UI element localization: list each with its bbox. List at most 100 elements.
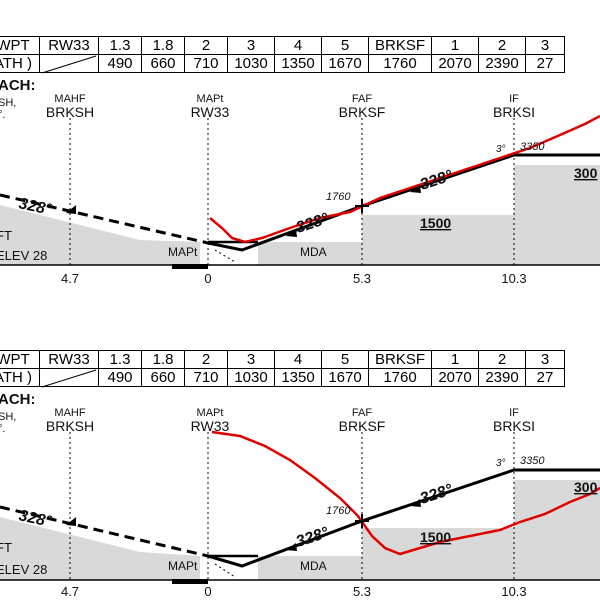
fix-role: MAHF [54, 93, 85, 105]
fix-role: FAF [352, 93, 372, 105]
arrow-icon [286, 229, 297, 237]
table-cell-blank [39, 368, 99, 388]
side-text: SH, [0, 97, 16, 109]
table-cell: 710 [184, 54, 228, 73]
fix-role: FAF [352, 407, 372, 419]
course-label: 328° [418, 481, 455, 508]
terrain-3000-block [514, 165, 600, 265]
side-text: SH, [0, 411, 16, 423]
approach-panel-top: WPT RW33 1.3 1.8 2 3 4 5 BRKSF 1 2 3 ATH… [0, 36, 600, 286]
faf-altitude: 1760 [326, 191, 351, 203]
flight-track [209, 114, 600, 244]
distance-label: 10.3 [501, 584, 526, 599]
table-cell: BRKSF [368, 350, 432, 369]
min-altitude: 300 [574, 479, 598, 495]
fix-name: BRKSF [339, 104, 386, 120]
terrain-1500-block [362, 528, 514, 580]
elevation-label: ELEV 28 [0, 248, 47, 263]
table-cell: 1670 [321, 54, 369, 73]
table-cell: 27 [525, 368, 565, 387]
fix-name: BRKSF [339, 418, 386, 434]
arrow-icon [410, 499, 421, 507]
diagonal-slash [41, 55, 97, 74]
table-cell: 2070 [431, 368, 479, 387]
table-cell: 490 [98, 368, 142, 387]
table-cell: 1.8 [141, 36, 185, 55]
unit-label: FT [0, 228, 12, 243]
arrow-icon [66, 517, 76, 526]
if-altitude: 3350 [520, 455, 545, 467]
distance-label: 0 [204, 584, 211, 599]
table-cell: 2070 [431, 54, 479, 73]
distance-label: 5.3 [353, 271, 371, 286]
min-altitude: 1500 [420, 215, 451, 231]
fix-name: RW33 [191, 104, 230, 120]
distance-label: 0 [204, 271, 211, 286]
course-label: 328° [418, 167, 455, 194]
side-text: °. [0, 109, 5, 121]
arrow-icon [66, 205, 76, 214]
fix-name: BRKSH [46, 418, 94, 434]
waypoint-table: WPT RW33 1.3 1.8 2 3 4 5 BRKSF 1 2 3 ATH… [0, 36, 565, 74]
fix-name: BRKSI [493, 418, 535, 434]
arrow-icon [410, 185, 421, 193]
table-cell: 1760 [368, 54, 432, 73]
fix-role: MAPt [197, 93, 224, 105]
fix-role: MAPt [197, 407, 224, 419]
arrow-icon [286, 543, 297, 551]
unit-label: FT [0, 540, 12, 555]
mda-label: MDA [300, 245, 327, 259]
min-altitude: 1500 [420, 529, 451, 545]
fix-name: RW33 [191, 418, 230, 434]
faf-cross-icon [355, 514, 369, 528]
distance-label: 4.7 [61, 584, 79, 599]
approach-label: ACH: [0, 391, 36, 408]
faf-altitude: 1760 [326, 505, 351, 517]
profile-view: ACH: SH, °. MAHF BRKSH MAPt RW33 FAF BRK… [0, 391, 600, 599]
table-cell: 1030 [227, 368, 275, 387]
faf-cross-icon [355, 199, 369, 213]
table-cell: 1670 [321, 368, 369, 387]
course-label: 328° [294, 210, 331, 237]
terrain-left [0, 517, 200, 580]
if-altitude: 3350 [520, 141, 545, 153]
side-text: °. [0, 423, 5, 435]
table-cell: 1030 [227, 54, 275, 73]
mda-label: MDA [300, 559, 327, 573]
fix-name: BRKSH [46, 104, 94, 120]
course-label: 328° [294, 524, 331, 551]
profile-view: ACH: SH, °. MAHF BRKSH MAPt RW33 FAF BRK… [0, 77, 600, 286]
flight-track [211, 430, 600, 556]
table-cell: 490 [98, 54, 142, 73]
fix-role: IF [509, 93, 519, 105]
table-cell-blank [39, 54, 99, 74]
elevation-label: ELEV 28 [0, 562, 47, 577]
fix-role: IF [509, 407, 519, 419]
min-altitude: 300 [574, 165, 598, 181]
course-label: 328° [17, 195, 53, 219]
terrain-1500-block [362, 215, 514, 265]
table-cell: ATH ) [0, 368, 40, 387]
distance-label: 5.3 [353, 584, 371, 599]
table-cell: 27 [525, 54, 565, 73]
approach-panel-bottom: WPT RW33 1.3 1.8 2 3 4 5 BRKSF 1 2 3 ATH… [0, 320, 600, 600]
terrain-left [0, 205, 200, 265]
mapt-label: MAPt [168, 245, 198, 259]
table-cell: 1350 [274, 54, 322, 73]
glide-angle: 3° [496, 458, 506, 469]
distance-label: 4.7 [61, 271, 79, 286]
mapt-label: MAPt [168, 559, 198, 573]
terrain-mda-block [258, 556, 362, 580]
fix-role: MAHF [54, 407, 85, 419]
distance-label: 10.3 [501, 271, 526, 286]
visual-segment [214, 249, 236, 263]
runway-bar [172, 579, 208, 584]
fix-name: BRKSI [493, 104, 535, 120]
visual-segment [214, 563, 236, 578]
runway-bar [172, 264, 208, 269]
diagonal-slash [41, 369, 97, 388]
table-cell: 1.3 [98, 36, 142, 55]
terrain-mda-block [258, 242, 362, 265]
table-cell: 660 [141, 368, 185, 387]
table-cell: 710 [184, 368, 228, 387]
